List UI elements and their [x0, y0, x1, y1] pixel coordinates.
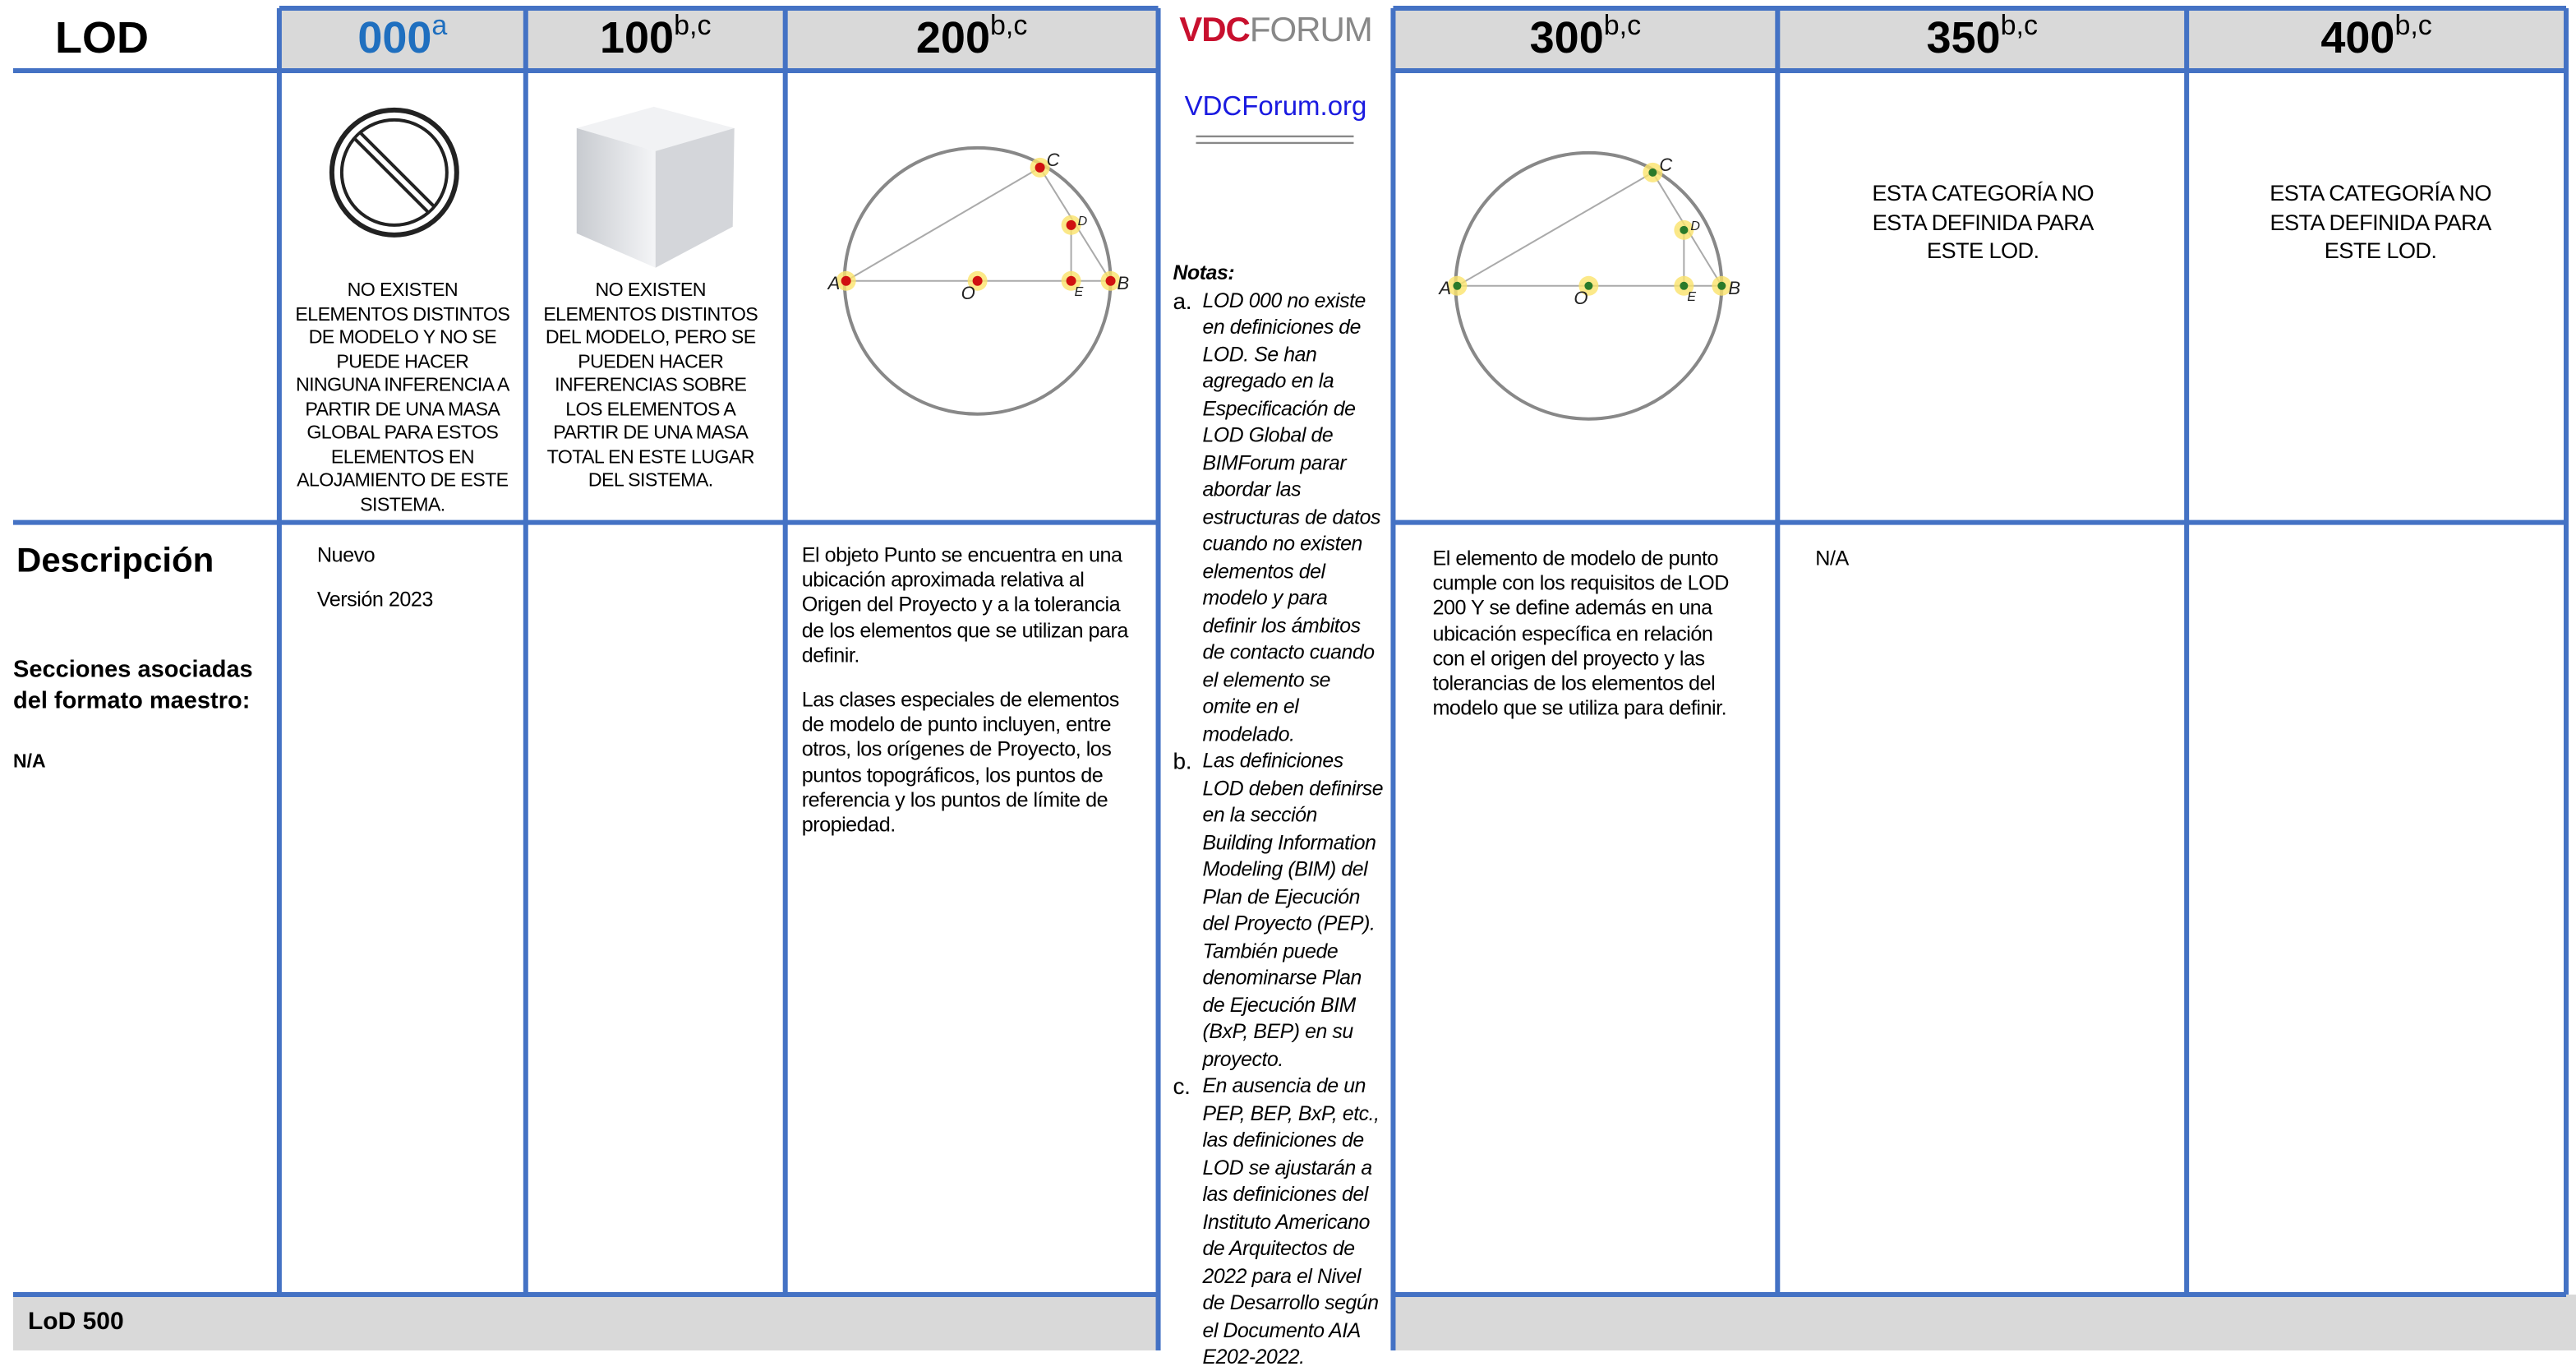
paragraph: El objeto Punto se encuentra en una ubic…: [801, 543, 1129, 667]
note-text: LOD 000 no existe en definiciones de LOD…: [1202, 288, 1381, 746]
diagram-label: A: [1437, 278, 1451, 298]
note-text: En ausencia de un PEP, BEP, BxP, etc., l…: [1202, 1074, 1380, 1369]
header-label: 350: [1926, 12, 2001, 62]
header-label: 200: [915, 12, 990, 62]
header-cell: 100b,c: [526, 9, 786, 64]
notes: Notas: a. LOD 000 no existe en definicion…: [1173, 260, 1384, 1371]
header-sup: b,c: [989, 9, 1028, 41]
footer-label: LoD 500: [27, 1308, 124, 1336]
diagram-label: A: [827, 273, 841, 293]
diagram-label: D: [1690, 219, 1700, 233]
header-lod: LOD: [54, 12, 149, 62]
paragraph: N/A: [1815, 547, 1849, 570]
header-cell: 300b,c: [1393, 9, 1777, 64]
header-cell: 350b,c: [1777, 9, 2187, 64]
diagram-label: C: [1047, 150, 1060, 170]
note: c. En ausencia de un PEP, BEP, BxP, etc.,…: [1173, 1073, 1384, 1371]
header-label: 000: [357, 12, 432, 62]
description-title: Descripción: [16, 542, 214, 580]
diagram-label: D: [1078, 215, 1088, 228]
description-cell: N/A: [1815, 547, 1979, 592]
sections-label: Secciones asociadas del formato maestro:: [12, 657, 253, 715]
note: a. LOD 000 no existe en definiciones de L…: [1173, 287, 1384, 748]
note-text: Las definiciones LOD deben definirse en …: [1202, 749, 1384, 1071]
header-label: 300: [1529, 12, 1604, 62]
sections-value: N/A: [12, 752, 46, 773]
paragraph: Las clases especiales de elementos de mo…: [801, 688, 1120, 837]
header-label: 400: [2320, 12, 2395, 62]
caption: ESTA CATEGORÍA NO ESTA DEFINIDA PARA EST…: [1872, 180, 2094, 263]
description-cell: Nuevo Versión 2023: [317, 544, 514, 634]
header-cell: 000a: [279, 9, 526, 64]
header-cell: 400b,c: [2187, 9, 2566, 64]
description-cell: El objeto Punto se encuentra en una ubic…: [802, 544, 1131, 858]
header-sup: b,c: [2394, 9, 2432, 41]
logo-url[interactable]: VDCForum.org: [1184, 91, 1367, 122]
note-marker: c.: [1173, 1073, 1191, 1100]
caption: NO EXISTEN ELEMENTOS DISTINTOS DE MODELO…: [295, 279, 510, 515]
diagram-label: E: [1075, 285, 1084, 299]
diagram-label: O: [1574, 288, 1588, 308]
header-label: 100: [600, 12, 675, 62]
header-sup: a: [431, 9, 448, 41]
diagram-label: E: [1687, 290, 1696, 304]
paragraph: El elemento de modelo de punto cumple co…: [1432, 547, 1729, 720]
note: b. Las definiciones LOD deben definirse e…: [1173, 747, 1384, 1073]
diagram-label: O: [961, 283, 975, 303]
diagram-label: C: [1659, 155, 1672, 175]
notes-title: Notas:: [1173, 261, 1235, 284]
logo: VDCFORUM: [1159, 12, 1394, 51]
logo-vdc: VDC: [1179, 11, 1251, 49]
description-cell: El elemento de modelo de punto cumple co…: [1432, 547, 1748, 742]
note-marker: a.: [1173, 286, 1192, 313]
logo-forum: FORUM: [1249, 11, 1373, 49]
header-sup: b,c: [2000, 9, 2038, 41]
diagram-label: B: [1728, 278, 1740, 298]
note-marker: b.: [1173, 747, 1192, 774]
header-sup: b,c: [674, 9, 712, 41]
header-cell: 200b,c: [786, 9, 1159, 64]
paragraph: Nuevo: [316, 543, 376, 567]
header-sup: b,c: [1603, 9, 1642, 41]
caption: ESTA CATEGORÍA NO ESTA DEFINIDA PARA EST…: [2270, 180, 2491, 263]
diagram-label: B: [1117, 273, 1130, 293]
paragraph: Versión 2023: [316, 588, 434, 612]
caption: NO EXISTEN ELEMENTOS DISTINTOS DEL MODEL…: [543, 279, 758, 492]
